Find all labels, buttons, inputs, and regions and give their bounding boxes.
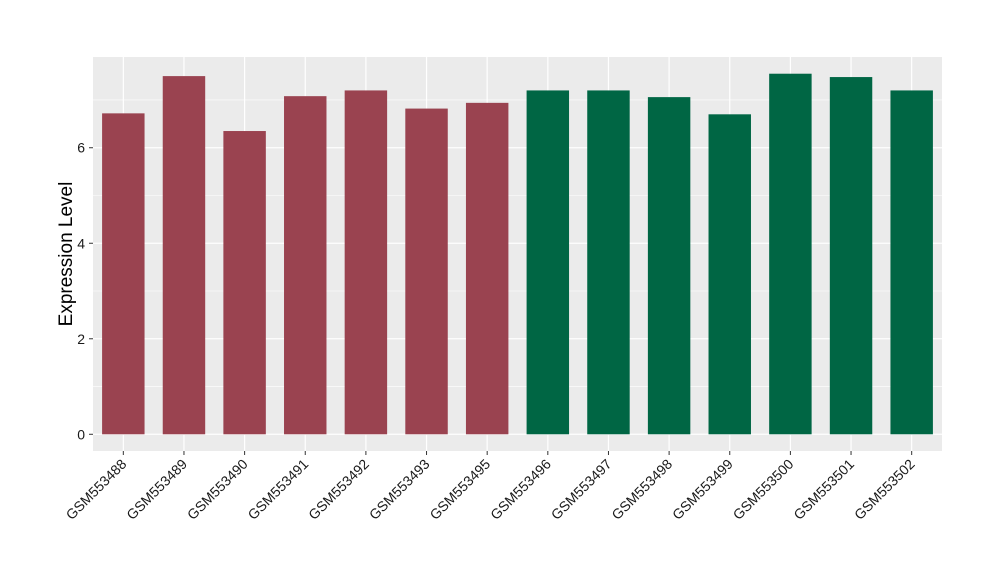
x-tick-label: GSM553491 [244, 456, 311, 523]
y-axis: 0 2 4 6 [77, 140, 93, 442]
bar [526, 90, 570, 435]
y-axis-title: Expression Level [56, 182, 77, 327]
bar [162, 76, 206, 435]
bar [647, 97, 691, 435]
x-tick-label: GSM553493 [366, 456, 433, 523]
bar [284, 96, 327, 435]
bar-series [102, 73, 933, 435]
bar [587, 90, 630, 435]
x-tick-label: GSM553500 [730, 456, 797, 523]
bar [102, 113, 145, 435]
x-tick-label: GSM553502 [851, 456, 918, 523]
x-tick-label: GSM553488 [63, 456, 130, 523]
x-tick-label: GSM553501 [790, 456, 857, 523]
x-tick-label: GSM553498 [608, 456, 675, 523]
x-tick-label: GSM553496 [487, 456, 554, 523]
bar [708, 114, 751, 435]
x-tick-label: GSM553489 [123, 456, 190, 523]
x-tick-label: GSM553497 [548, 456, 615, 523]
bar [405, 108, 448, 435]
chart-panel [93, 57, 942, 451]
x-tick-label: GSM553492 [305, 456, 372, 523]
y-tick-label: 6 [77, 140, 85, 156]
bar [769, 73, 812, 435]
x-tick-label: GSM553499 [669, 456, 736, 523]
x-tick-label: GSM553490 [184, 456, 251, 523]
y-tick-label: 4 [77, 235, 85, 251]
bar [223, 131, 266, 435]
x-tick-label: GSM553495 [426, 456, 493, 523]
y-tick-label: 2 [77, 331, 85, 347]
bar [890, 90, 933, 435]
bar [344, 90, 388, 435]
y-tick-label: 0 [77, 426, 85, 442]
x-axis: GSM553488GSM553489GSM553490GSM553491GSM5… [63, 451, 918, 523]
bar [829, 77, 873, 435]
bar [465, 102, 509, 435]
